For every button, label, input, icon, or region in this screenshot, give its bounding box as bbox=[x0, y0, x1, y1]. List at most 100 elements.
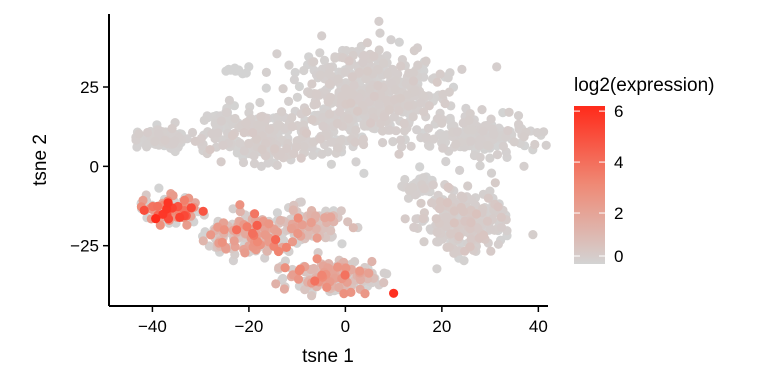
data-point bbox=[419, 184, 429, 194]
data-point bbox=[353, 106, 363, 116]
data-point bbox=[154, 183, 164, 193]
data-point bbox=[411, 214, 421, 224]
data-point bbox=[278, 84, 288, 94]
data-point bbox=[322, 282, 332, 292]
data-point bbox=[396, 135, 406, 145]
data-point bbox=[250, 209, 260, 219]
data-point bbox=[306, 217, 316, 228]
data-point bbox=[419, 107, 429, 117]
data-point bbox=[369, 51, 379, 62]
data-point bbox=[238, 157, 249, 168]
data-point bbox=[465, 109, 475, 119]
data-point bbox=[412, 125, 422, 135]
data-point bbox=[464, 115, 474, 125]
data-point bbox=[311, 99, 321, 109]
data-point bbox=[482, 216, 493, 226]
x-tick-label: 0 bbox=[341, 317, 350, 336]
data-point bbox=[286, 224, 297, 234]
data-point bbox=[282, 143, 292, 154]
data-point bbox=[493, 239, 503, 249]
data-point bbox=[466, 218, 476, 228]
data-point bbox=[399, 118, 409, 129]
data-point bbox=[485, 224, 495, 234]
data-point bbox=[134, 129, 144, 139]
data-point bbox=[345, 90, 355, 100]
data-point bbox=[315, 48, 325, 58]
data-point bbox=[438, 143, 448, 153]
data-point bbox=[334, 282, 344, 293]
data-point bbox=[150, 136, 160, 147]
data-point bbox=[307, 79, 317, 89]
data-point bbox=[168, 139, 179, 149]
data-point bbox=[363, 66, 373, 76]
data-point bbox=[154, 129, 164, 139]
data-point bbox=[311, 211, 321, 221]
data-point bbox=[142, 142, 152, 152]
data-point bbox=[466, 234, 476, 244]
data-point bbox=[252, 220, 262, 230]
data-point bbox=[475, 161, 485, 171]
data-point bbox=[451, 139, 461, 149]
data-point bbox=[344, 56, 354, 66]
data-point bbox=[351, 157, 361, 167]
data-point bbox=[277, 107, 287, 117]
data-point bbox=[361, 74, 371, 84]
data-point bbox=[333, 262, 343, 272]
data-point bbox=[247, 228, 258, 238]
data-point bbox=[444, 87, 454, 97]
data-point bbox=[217, 237, 227, 247]
data-point bbox=[467, 125, 477, 135]
data-point bbox=[446, 229, 456, 239]
data-point bbox=[256, 112, 266, 122]
data-point bbox=[272, 208, 282, 218]
data-point bbox=[362, 38, 372, 48]
data-point bbox=[204, 241, 214, 251]
data-point bbox=[367, 256, 377, 267]
y-tick-label: −25 bbox=[70, 237, 99, 256]
data-point bbox=[410, 86, 420, 96]
data-point bbox=[496, 222, 507, 232]
data-point bbox=[458, 193, 468, 203]
data-point bbox=[284, 96, 294, 106]
data-point bbox=[404, 185, 414, 196]
data-point bbox=[459, 256, 469, 266]
data-point bbox=[394, 106, 404, 116]
data-point bbox=[132, 142, 142, 152]
data-point bbox=[244, 138, 254, 149]
data-point bbox=[486, 246, 496, 256]
data-point bbox=[264, 219, 274, 229]
data-point bbox=[261, 83, 271, 93]
data-point bbox=[441, 156, 451, 167]
data-point bbox=[199, 115, 209, 125]
data-point bbox=[388, 137, 398, 147]
data-point bbox=[239, 128, 249, 138]
data-point bbox=[341, 263, 351, 273]
data-point bbox=[319, 55, 330, 65]
data-point bbox=[483, 193, 493, 203]
data-point bbox=[360, 289, 370, 299]
x-tick-label: −20 bbox=[234, 317, 263, 336]
data-point bbox=[175, 212, 185, 222]
data-point bbox=[432, 77, 442, 87]
data-point bbox=[198, 206, 208, 216]
data-point bbox=[440, 98, 450, 109]
data-point bbox=[289, 75, 299, 85]
data-point bbox=[344, 114, 354, 124]
data-point bbox=[438, 131, 448, 142]
data-point bbox=[419, 237, 429, 247]
data-point bbox=[435, 69, 445, 79]
data-point bbox=[409, 222, 419, 232]
data-point bbox=[340, 84, 351, 94]
data-point bbox=[397, 142, 407, 152]
data-point bbox=[445, 68, 455, 78]
legend-tick-label: 2 bbox=[614, 204, 623, 223]
data-point bbox=[186, 203, 196, 213]
data-point bbox=[315, 70, 325, 80]
data-point bbox=[498, 141, 508, 151]
data-point bbox=[307, 115, 317, 125]
legend-ticks: 0 2 4 6 bbox=[574, 102, 623, 266]
data-point bbox=[449, 206, 459, 216]
data-point bbox=[359, 168, 369, 178]
x-axis-title: tsne 1 bbox=[302, 346, 354, 367]
data-point bbox=[435, 197, 445, 207]
